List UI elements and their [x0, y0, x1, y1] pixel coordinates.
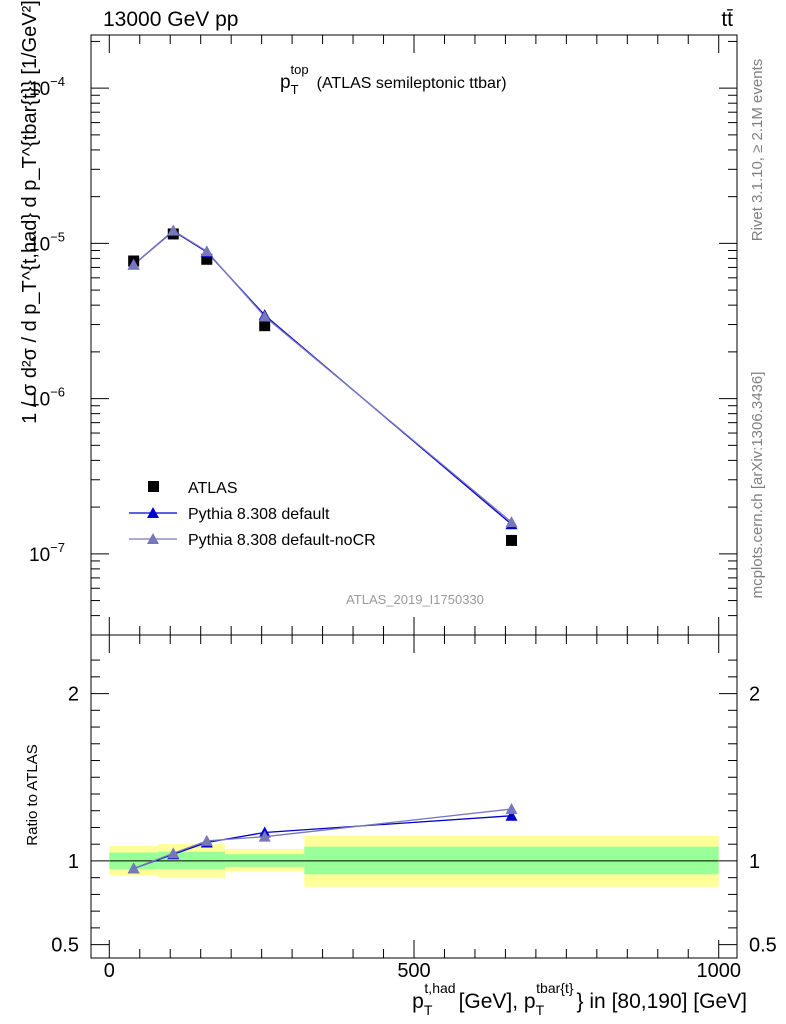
legend-label-pythia-default: Pythia 8.308 default	[188, 506, 330, 523]
main-series-marker-2	[200, 245, 213, 257]
main-series-marker-2	[258, 310, 271, 322]
x-tick-label: 500	[397, 960, 430, 982]
ratio-series-marker-1	[127, 862, 140, 874]
ratio-y-tick-label: 0.5	[51, 935, 79, 957]
ratio-series-marker-1	[200, 834, 213, 846]
ratio-plot-frame	[90, 634, 738, 959]
ratio-y-tick-label: 1	[68, 851, 79, 873]
rivet-label: Rivet 3.1.10, ≥ 2.1M events	[749, 59, 766, 242]
ratio-tick-labels: 0.5 0.5 1 1 2 2 0 500 1000	[51, 684, 777, 982]
energy-label: 13000 GeV pp	[103, 8, 238, 31]
ratio-series-marker-1	[167, 847, 180, 859]
main-series-marker-2	[167, 224, 180, 236]
atlas-data-point	[201, 253, 213, 265]
main-series-marker-2	[127, 258, 140, 270]
main-plot-area	[127, 224, 518, 546]
legend-label-atlas: ATLAS	[188, 480, 238, 497]
main-y-tick-label: 10−4	[29, 74, 65, 100]
ratio-plot-panel: 0.5 0.5 1 1 2 2 0 500 1000 Ratio to ATLAS pTt,ha…	[24, 634, 777, 1018]
ratio-series-marker-1	[258, 830, 271, 842]
ratio-series-marker-0	[505, 809, 518, 821]
legend-marker-atlas	[148, 481, 159, 492]
atlas-data-point	[259, 320, 271, 332]
ratio-y-axis-label: Ratio to ATLAS	[24, 744, 41, 845]
main-y-axis-label: 1 / σ d²σ / d p_T^{t,had} d p_T^{tbar{t}…	[19, 0, 41, 424]
main-y-tick-label: 10−5	[29, 229, 65, 255]
atlas-data-point	[506, 534, 518, 546]
x-tick-label: 0	[104, 960, 115, 982]
ratio-axis-ticks	[91, 635, 737, 958]
ratio-y-tick-label-right: 0.5	[749, 935, 777, 957]
ratio-y-tick-label: 2	[68, 684, 79, 706]
ratio-y-tick-label-right: 2	[749, 684, 760, 706]
main-plot-panel: 10−7 10−6 10−5 10−4 pTtop(ATLAS semileptoni…	[19, 0, 738, 636]
legend-marker-pythia-default	[147, 507, 159, 518]
main-y-tick-label: 10−7	[29, 540, 65, 566]
analysis-id: ATLAS_2019_I1750330	[346, 592, 484, 607]
legend: ATLAS Pythia 8.308 default Pythia 8.308 …	[129, 480, 376, 549]
ratio-plot-area	[109, 803, 719, 887]
main-series-line-2	[133, 229, 512, 523]
mcplots-label: mcplots.cern.ch [arXiv:1306.3436]	[749, 372, 766, 599]
main-y-tick-label: 10−6	[29, 385, 65, 411]
main-y-tick-labels: 10−7 10−6 10−5 10−4	[29, 74, 65, 566]
main-series-marker-2	[505, 516, 518, 528]
x-axis-label: pTt,had[GeV], pTtbar{t}} in [80,190] [Ge…	[412, 980, 747, 1018]
x-tick-label: 1000	[696, 960, 741, 982]
plot-title: pTtop(ATLAS semileptonic ttbar)	[280, 62, 507, 97]
legend-label-pythia-nocr: Pythia 8.308 default-noCR	[188, 532, 376, 549]
ratio-y-tick-label-right: 1	[749, 851, 760, 873]
ratio-series-marker-1	[505, 803, 518, 815]
legend-marker-pythia-nocr	[147, 533, 159, 544]
process-label: tt̄	[721, 8, 733, 31]
